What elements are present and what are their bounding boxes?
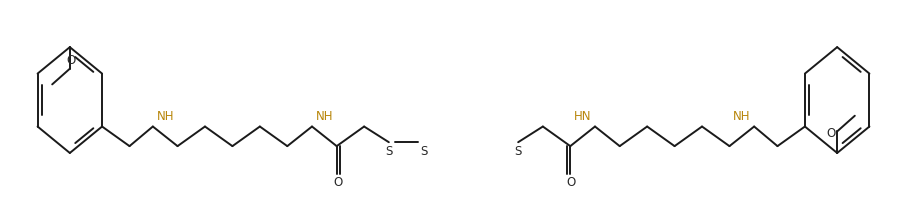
Text: NH: NH (316, 110, 334, 123)
Text: O: O (826, 127, 835, 140)
Text: HN: HN (573, 110, 591, 123)
Text: O: O (66, 54, 75, 67)
Text: S: S (421, 145, 428, 158)
Text: S: S (514, 145, 522, 158)
Text: NH: NH (733, 110, 750, 123)
Text: S: S (385, 145, 393, 158)
Text: NH: NH (157, 110, 174, 123)
Text: O: O (333, 176, 342, 188)
Text: O: O (567, 176, 576, 188)
